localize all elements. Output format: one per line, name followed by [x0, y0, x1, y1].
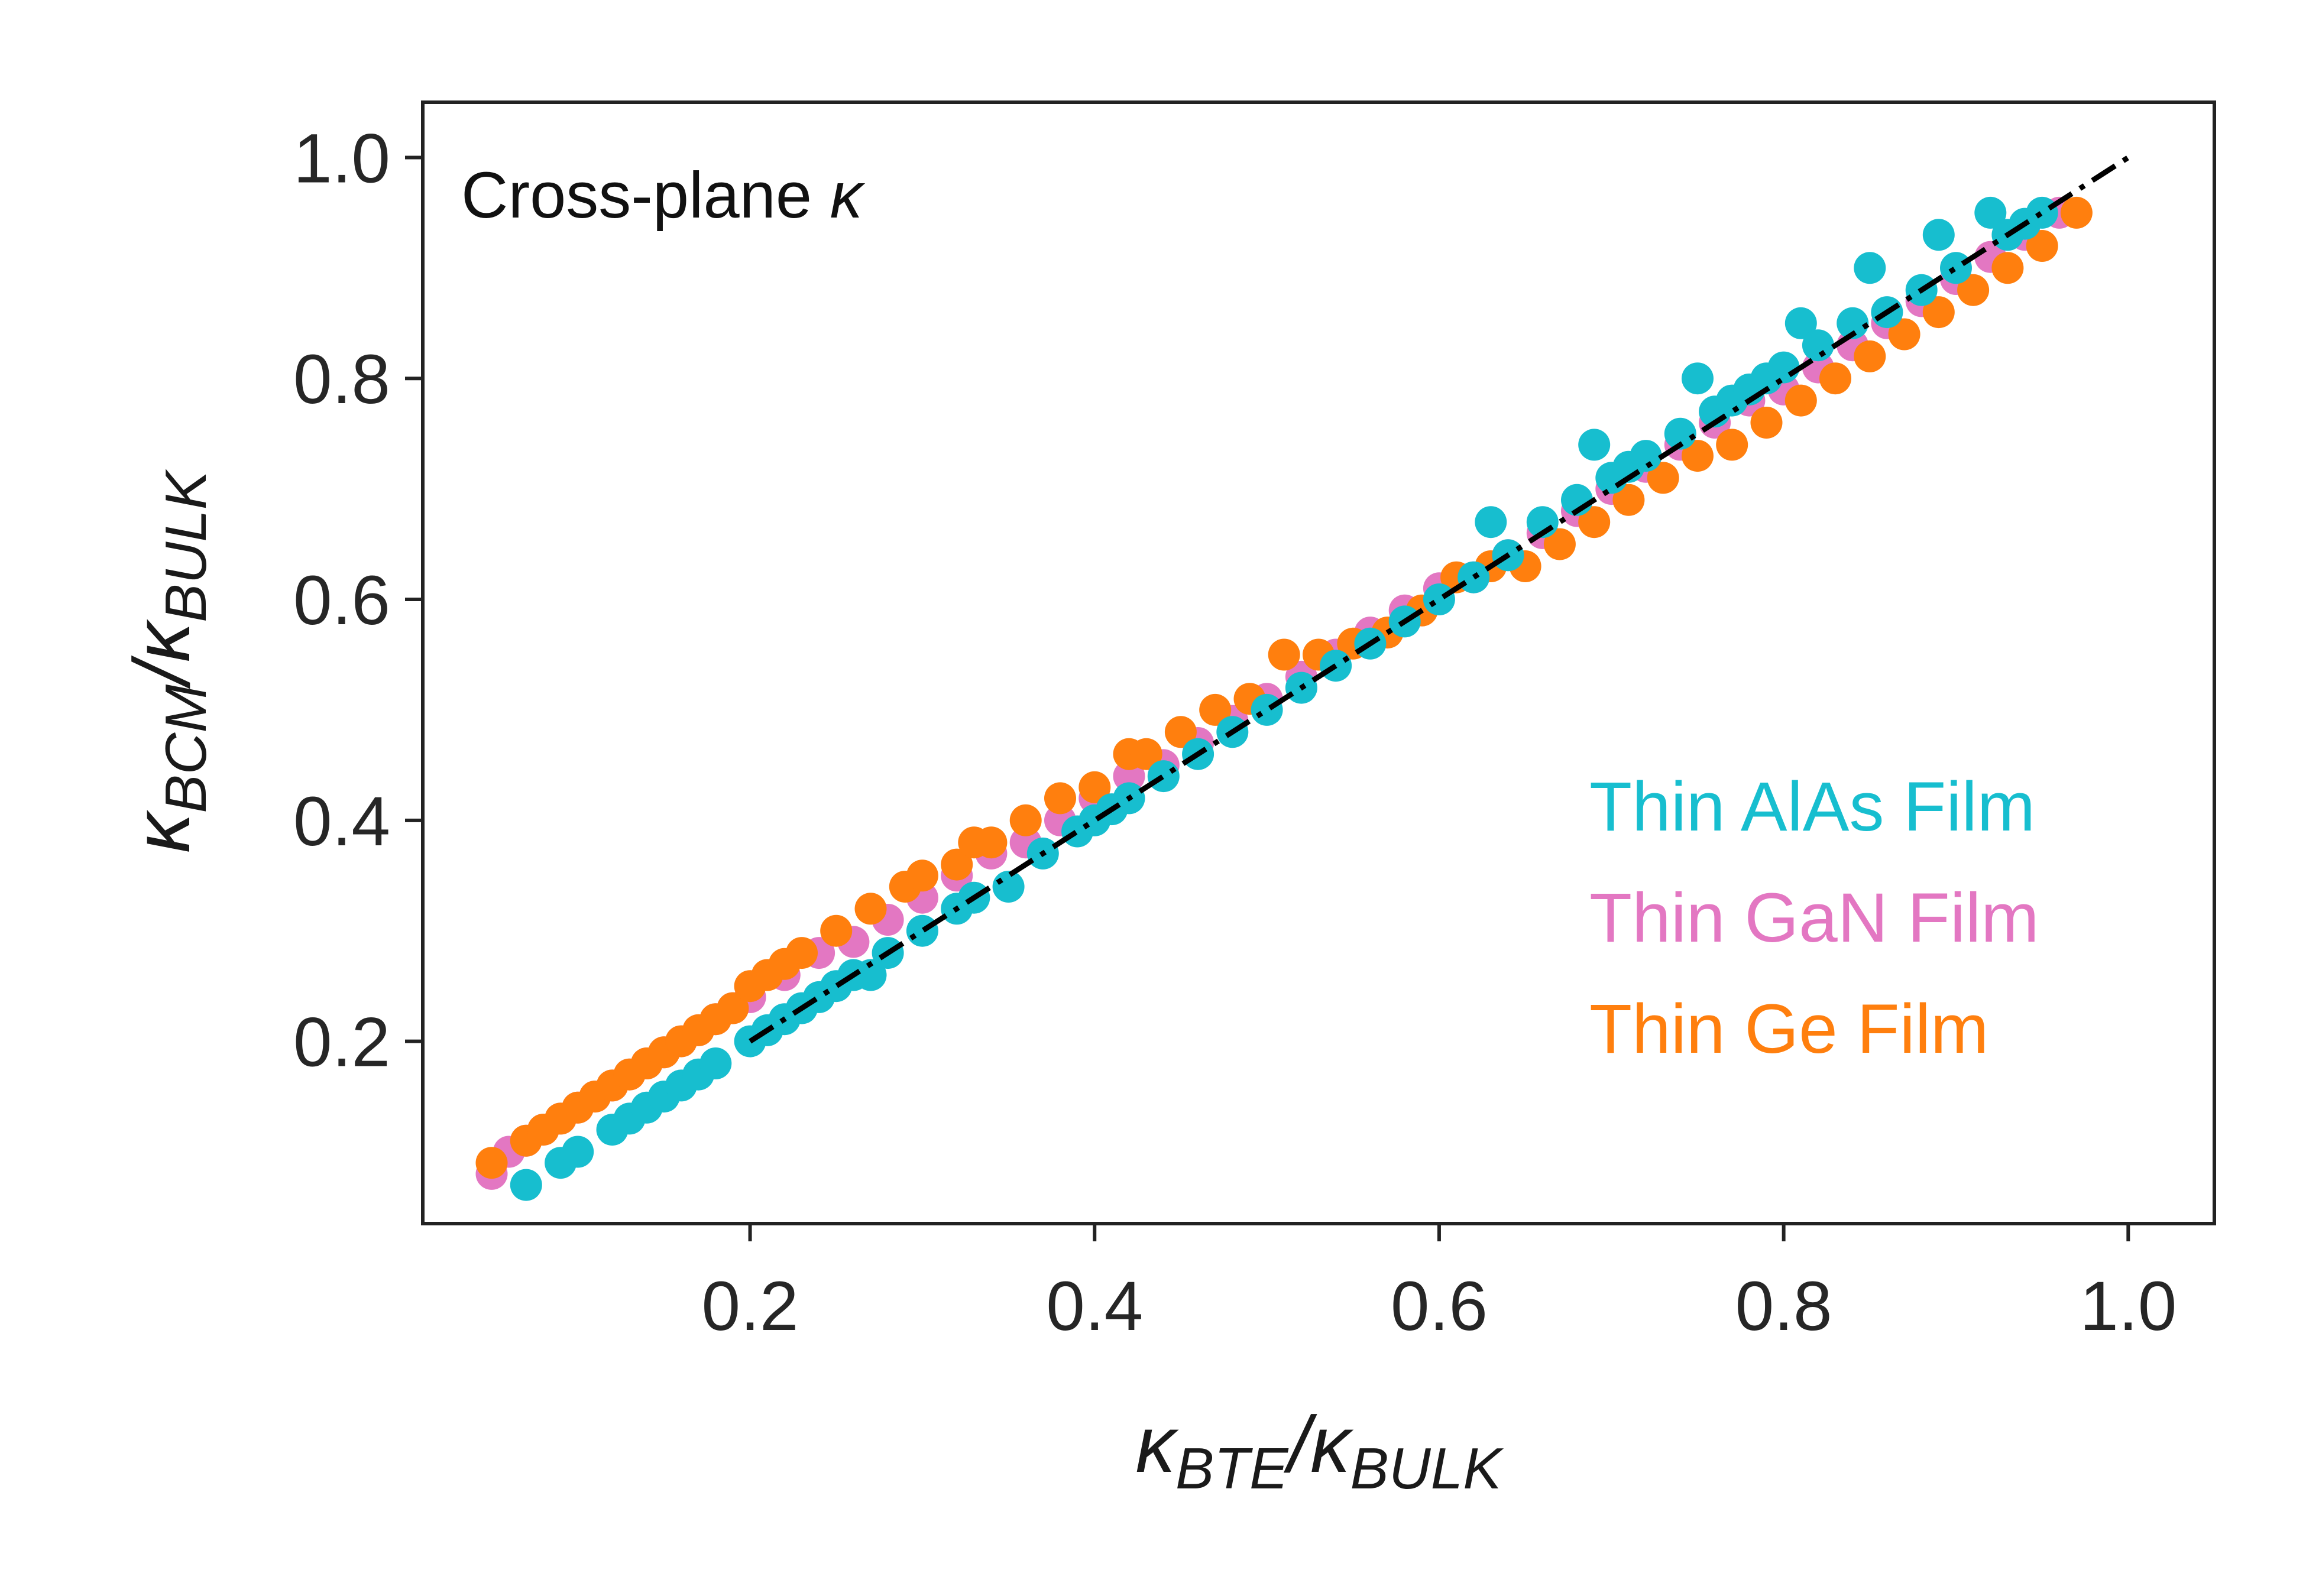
data-point — [992, 871, 1025, 903]
data-point — [1164, 716, 1197, 748]
legend-entry: Thin GaN Film — [1589, 879, 2039, 957]
y-tick-label: 1.0 — [293, 119, 390, 197]
data-point — [1147, 760, 1180, 793]
y-title-sub: BCM — [153, 685, 218, 813]
data-point — [1991, 252, 2024, 284]
data-point — [510, 1169, 542, 1201]
annotation-prefix: Cross-plane — [461, 159, 830, 232]
data-point — [1664, 417, 1696, 450]
data-point — [1716, 429, 1748, 461]
data-point — [1940, 252, 1972, 284]
data-point — [1009, 804, 1042, 836]
data-point — [1819, 362, 1851, 395]
x-title-sub2: BULK — [1350, 1436, 1504, 1501]
data-point — [1784, 307, 1817, 339]
data-point — [1130, 738, 1162, 770]
plot-annotation: Cross-plane κ — [461, 159, 866, 232]
data-point — [1199, 693, 1232, 726]
data-point — [1682, 362, 1714, 395]
data-point — [1475, 506, 1507, 539]
data-point — [820, 914, 853, 947]
reference-line — [749, 155, 2130, 1044]
x-tick-label: 0.8 — [1735, 1267, 1832, 1345]
data-point — [1767, 351, 1800, 384]
data-point — [1974, 196, 2007, 229]
data-point — [1837, 307, 1869, 339]
annotation-symbol: κ — [830, 159, 866, 232]
x-tick-label: 0.6 — [1391, 1267, 1488, 1345]
data-point — [1458, 561, 1490, 593]
data-point — [1802, 329, 1834, 362]
y-tick-label: 0.4 — [293, 783, 390, 861]
data-point — [1922, 219, 1955, 251]
data-point — [1854, 252, 1886, 284]
data-point — [1957, 274, 1990, 306]
data-point — [1578, 506, 1611, 539]
legend-entry: Thin Ge Film — [1589, 990, 1988, 1068]
data-point — [1543, 528, 1576, 560]
data-point — [1784, 384, 1817, 417]
series-1 — [475, 196, 2093, 1179]
y-axis-ticks: 0.2 0.4 0.6 0.8 1.0 — [293, 119, 423, 1082]
x-tick-label: 1.0 — [2080, 1267, 2177, 1345]
y-tick-label: 0.8 — [293, 340, 390, 419]
x-title-main: κ — [1135, 1400, 1179, 1489]
data-point — [1922, 296, 1955, 329]
data-point — [1630, 440, 1662, 472]
data-point — [1423, 583, 1455, 615]
data-point — [854, 893, 887, 925]
data-point — [854, 959, 887, 991]
data-point — [699, 1047, 732, 1079]
data-point — [475, 1147, 508, 1179]
data-point — [906, 914, 938, 947]
data-point — [1578, 429, 1611, 461]
x-axis-ticks: 0.2 0.4 0.6 0.8 1.0 — [702, 1224, 2177, 1345]
data-point — [1647, 462, 1679, 494]
data-point — [562, 1136, 594, 1168]
x-title-sub: BTE — [1175, 1436, 1289, 1501]
y-axis-title: κBCM/κBULK — [117, 469, 218, 853]
data-point — [1078, 771, 1111, 803]
data-point — [941, 848, 973, 881]
data-point — [1268, 638, 1300, 671]
legend: Thin AlAs Film Thin GaN Film Thin Ge Film — [1589, 768, 2039, 1068]
data-point — [2026, 196, 2058, 229]
data-point — [1113, 760, 1145, 793]
y-tick-label: 0.2 — [293, 1004, 390, 1082]
data-point — [1854, 340, 1886, 372]
x-tick-label: 0.2 — [702, 1267, 799, 1345]
data-point — [1044, 782, 1076, 815]
data-point — [1750, 407, 1783, 439]
data-point — [1251, 693, 1283, 726]
data-point — [786, 937, 818, 969]
x-title-sep: /κ — [1284, 1400, 1355, 1489]
data-point — [717, 992, 749, 1024]
plot-frame — [421, 100, 2216, 1225]
x-tick-label: 0.4 — [1046, 1267, 1143, 1345]
data-point — [2026, 230, 2058, 262]
y-title-sep: /κ — [117, 618, 206, 689]
x-axis-title: κBTE/κBULK — [1135, 1400, 1504, 1501]
y-title-sub2: BULK — [153, 469, 218, 622]
data-point — [1612, 484, 1645, 516]
legend-entry: Thin AlAs Film — [1589, 768, 2035, 846]
data-point — [1888, 318, 1920, 351]
data-point — [906, 859, 938, 892]
data-point — [1682, 440, 1714, 472]
data-point — [2060, 196, 2093, 229]
y-tick-label: 0.6 — [293, 562, 390, 640]
data-point — [975, 826, 1008, 859]
y-title-main: κ — [117, 809, 206, 853]
